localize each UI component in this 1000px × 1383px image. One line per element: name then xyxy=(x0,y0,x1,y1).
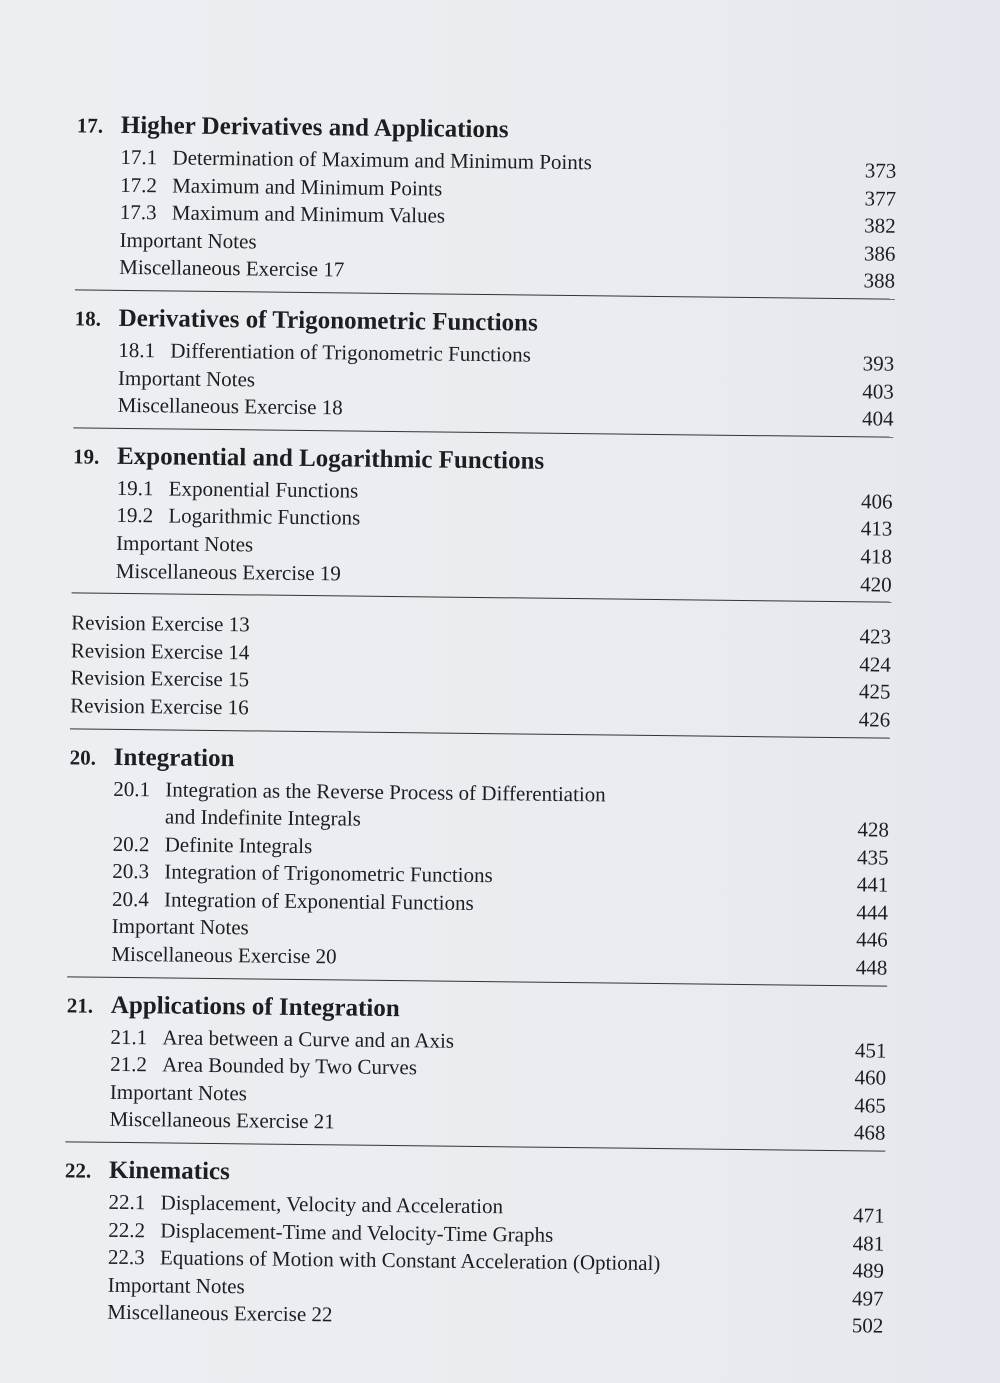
page-number: 423 xyxy=(859,624,892,649)
page-number: 460 xyxy=(854,1065,887,1090)
section-number: 19.1 xyxy=(116,475,154,501)
page-number: 413 xyxy=(860,516,893,542)
page-number: 426 xyxy=(858,707,891,732)
section-number: 19.2 xyxy=(116,503,154,528)
chapter-section: 19. Exponential and Logarithmic Functions… xyxy=(71,438,894,603)
chapter-title: Kinematics xyxy=(108,1156,230,1186)
section-number: 20.2 xyxy=(112,831,150,856)
chapter-number: 21. xyxy=(66,992,94,1018)
page-number: 451 xyxy=(854,1037,887,1063)
page-number: 388 xyxy=(863,268,896,294)
section-number: 20.4 xyxy=(111,886,149,912)
chapter-section: 18. Derivatives of Trigonometric Function… xyxy=(73,300,895,438)
chapter-section: 17. Higher Derivatives and Applications 17… xyxy=(74,107,897,300)
section-number: 22.3 xyxy=(107,1245,145,1270)
chapter-number: 19. xyxy=(72,444,100,469)
page-number: 502 xyxy=(851,1313,884,1339)
chapter-number: 20. xyxy=(69,744,97,770)
page-number: 420 xyxy=(860,571,892,597)
page-number: 468 xyxy=(853,1120,886,1146)
page-number: 425 xyxy=(858,679,891,704)
chapter-section: 22. Kinematics 22.1 Displacement, Velocity … xyxy=(63,1152,885,1343)
page-number: 373 xyxy=(864,158,897,183)
page-number: 424 xyxy=(859,652,891,677)
chapter-number: 18. xyxy=(74,306,102,331)
chapter-title: Applications of Integration xyxy=(110,991,400,1022)
page-number: 428 xyxy=(857,817,890,842)
page-number: 497 xyxy=(851,1286,884,1311)
page-number: 403 xyxy=(862,378,895,404)
page-number: 435 xyxy=(856,844,889,870)
chapter-title: Derivatives of Trigonometric Functions xyxy=(118,304,538,337)
page-number: 448 xyxy=(855,955,888,980)
table-of-contents: 17. Higher Derivatives and Applications 17… xyxy=(63,107,897,1353)
section-number: 17.2 xyxy=(120,172,158,197)
page-number: 418 xyxy=(860,544,893,569)
page-number: 465 xyxy=(854,1093,886,1118)
page-number: 406 xyxy=(860,489,893,514)
section-number: 22.2 xyxy=(108,1217,146,1242)
page-number: 377 xyxy=(864,185,897,211)
page-number xyxy=(849,784,889,812)
chapter-number: 17. xyxy=(76,113,104,138)
chapter-number: 22. xyxy=(64,1158,92,1183)
page-number: 404 xyxy=(861,406,894,431)
page-number: 446 xyxy=(856,927,888,953)
section-number: 21.1 xyxy=(110,1024,148,1049)
chapter-section: 21. Applications of Integration 21.1 Area b… xyxy=(65,986,888,1152)
chapter-title: Exponential and Logarithmic Functions xyxy=(116,442,545,475)
section-number: 18.1 xyxy=(118,337,156,363)
page-number: 489 xyxy=(852,1258,885,1283)
section-number: 20.3 xyxy=(112,859,150,884)
section-number: 17.1 xyxy=(120,144,158,170)
chapter-section: 20. Integration 20.1 Integration as the Rev… xyxy=(67,738,890,987)
section-number: 21.2 xyxy=(110,1052,148,1077)
page-number: 386 xyxy=(863,241,896,266)
section-number: 22.1 xyxy=(108,1189,146,1215)
page-number: 481 xyxy=(852,1230,885,1256)
page-number: 441 xyxy=(856,872,889,897)
section-number: 17.3 xyxy=(119,200,157,225)
page-number: 382 xyxy=(864,213,896,238)
page-number: 393 xyxy=(862,351,895,376)
page-number: 444 xyxy=(856,900,889,925)
chapter-title: Integration xyxy=(113,743,235,772)
page-number: 471 xyxy=(852,1203,885,1228)
section-number: 20.1 xyxy=(113,776,151,801)
chapter-title: Higher Derivatives and Applications xyxy=(120,111,509,144)
revision-section: Revision Exercise 13 423 Revision Exercise… xyxy=(69,603,892,739)
